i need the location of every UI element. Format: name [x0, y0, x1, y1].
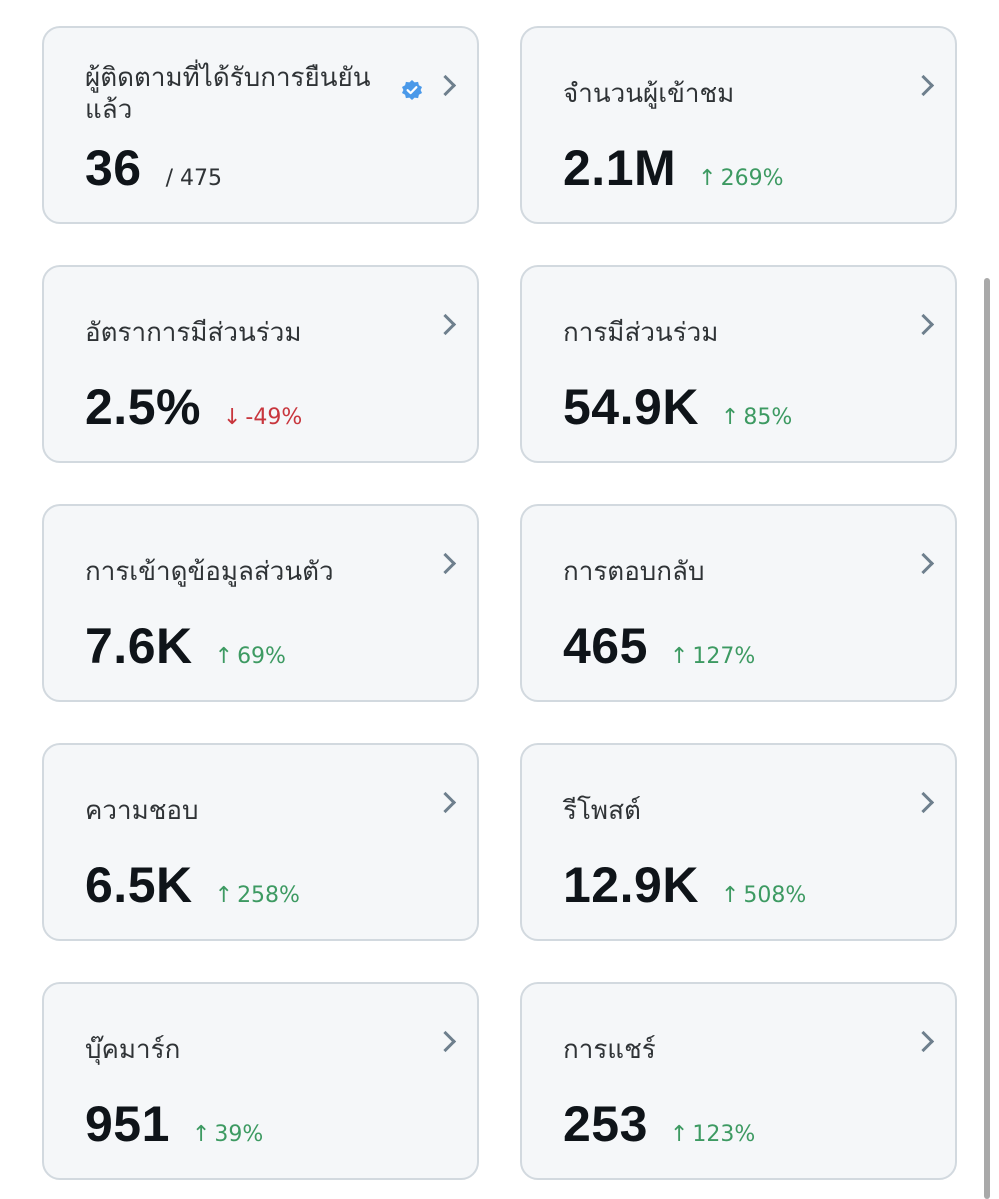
- metric-value: 2.5%: [85, 379, 201, 435]
- metric-total: / 475: [165, 166, 223, 191]
- metric-change-value: 69%: [237, 644, 286, 669]
- metric-title: การแชร์: [563, 1035, 656, 1065]
- metric-card-bookmarks[interactable]: บุ๊คมาร์ก 951 ↑ 39%: [42, 982, 479, 1180]
- metric-change: ↑ 85%: [721, 405, 792, 430]
- metric-title: บุ๊คมาร์ก: [85, 1035, 181, 1065]
- arrow-up-icon: ↑: [669, 1122, 689, 1147]
- chevron-right-icon: [434, 74, 457, 97]
- metric-card-likes[interactable]: ความชอบ 6.5K ↑ 258%: [42, 743, 479, 941]
- scrollbar-thumb[interactable]: [984, 278, 990, 1199]
- metric-title: ผู้ติดตามที่ได้รับการยืนยันแล้ว: [85, 63, 371, 125]
- metric-card-engagements[interactable]: การมีส่วนร่วม 54.9K ↑ 85%: [520, 265, 957, 463]
- metric-title: การตอบกลับ: [563, 557, 705, 587]
- metric-title: การมีส่วนร่วม: [563, 318, 719, 348]
- metric-change-value: 39%: [214, 1122, 264, 1147]
- metric-value-row: 2.5% ↓ -49%: [85, 379, 302, 435]
- chevron-right-icon: [434, 791, 457, 814]
- chevron-right-icon: [912, 791, 935, 814]
- arrow-up-icon: ↑: [191, 1122, 211, 1147]
- metric-value-row: 54.9K ↑ 85%: [563, 379, 792, 435]
- metric-value-row: 36 / 475: [85, 140, 222, 196]
- metric-value-row: 12.9K ↑ 508%: [563, 857, 806, 913]
- arrow-up-icon: ↑: [214, 883, 234, 908]
- metric-value-row: 7.6K ↑ 69%: [85, 618, 286, 674]
- chevron-right-icon: [912, 313, 935, 336]
- arrow-up-icon: ↑: [720, 883, 740, 908]
- metric-change-value: 269%: [720, 166, 784, 191]
- metric-card-profile-visits[interactable]: การเข้าดูข้อมูลส่วนตัว 7.6K ↑ 69%: [42, 504, 479, 702]
- metric-value: 12.9K: [563, 857, 699, 913]
- metric-value: 36: [85, 140, 142, 196]
- metric-value-row: 951 ↑ 39%: [85, 1096, 263, 1152]
- arrow-up-icon: ↑: [669, 644, 689, 669]
- metric-value-row: 465 ↑ 127%: [563, 618, 755, 674]
- metric-value: 465: [563, 618, 648, 674]
- chevron-right-icon: [434, 313, 457, 336]
- metric-card-impressions[interactable]: จำนวนผู้เข้าชม 2.1M ↑ 269%: [520, 26, 957, 224]
- metric-change-value: 508%: [743, 883, 807, 908]
- metric-change-value: 258%: [237, 883, 300, 908]
- metric-value: 253: [563, 1096, 648, 1152]
- metric-change: ↓ -49%: [223, 405, 302, 430]
- metric-title: ความชอบ: [85, 796, 199, 826]
- metric-value: 2.1M: [563, 140, 677, 196]
- arrow-down-icon: ↓: [222, 405, 242, 430]
- metric-change: ↑ 269%: [698, 166, 783, 191]
- chevron-right-icon: [434, 552, 457, 575]
- metrics-grid: ผู้ติดตามที่ได้รับการยืนยันแล้ว 36 / 475…: [42, 26, 957, 1180]
- metric-value-row: 2.1M ↑ 269%: [563, 140, 784, 196]
- metric-change: ↑ 508%: [721, 883, 806, 908]
- arrow-up-icon: ↑: [720, 405, 740, 430]
- metric-change-value: 127%: [692, 644, 756, 669]
- metric-change: ↑ 39%: [192, 1122, 263, 1147]
- metric-card-replies[interactable]: การตอบกลับ 465 ↑ 127%: [520, 504, 957, 702]
- metric-title: อัตราการมีส่วนร่วม: [85, 318, 302, 348]
- metric-change-value: 123%: [692, 1122, 756, 1147]
- chevron-right-icon: [434, 1030, 457, 1053]
- metric-value: 6.5K: [85, 857, 193, 913]
- metric-change: ↑ 69%: [215, 644, 286, 669]
- metric-change: ↑ 127%: [670, 644, 755, 669]
- metric-value: 7.6K: [85, 618, 193, 674]
- chevron-right-icon: [912, 552, 935, 575]
- metric-change: ↑ 123%: [670, 1122, 755, 1147]
- metric-change: ↑ 258%: [215, 883, 300, 908]
- metric-title: จำนวนผู้เข้าชม: [563, 79, 735, 109]
- metric-value: 54.9K: [563, 379, 699, 435]
- metric-card-reposts[interactable]: รีโพสต์ 12.9K ↑ 508%: [520, 743, 957, 941]
- metric-title: รีโพสต์: [563, 796, 641, 826]
- arrow-up-icon: ↑: [698, 166, 717, 191]
- chevron-right-icon: [912, 74, 935, 97]
- metric-change-value: 85%: [743, 405, 793, 430]
- metric-value: 951: [85, 1096, 170, 1152]
- metric-change-value: -49%: [245, 405, 303, 430]
- verified-badge-icon: [402, 80, 422, 100]
- metric-value-row: 6.5K ↑ 258%: [85, 857, 300, 913]
- metric-title: การเข้าดูข้อมูลส่วนตัว: [85, 557, 334, 587]
- arrow-up-icon: ↑: [214, 644, 234, 669]
- metric-card-verified-followers[interactable]: ผู้ติดตามที่ได้รับการยืนยันแล้ว 36 / 475: [42, 26, 479, 224]
- metric-card-shares[interactable]: การแชร์ 253 ↑ 123%: [520, 982, 957, 1180]
- chevron-right-icon: [912, 1030, 935, 1053]
- metric-value-row: 253 ↑ 123%: [563, 1096, 755, 1152]
- metric-card-engagement-rate[interactable]: อัตราการมีส่วนร่วม 2.5% ↓ -49%: [42, 265, 479, 463]
